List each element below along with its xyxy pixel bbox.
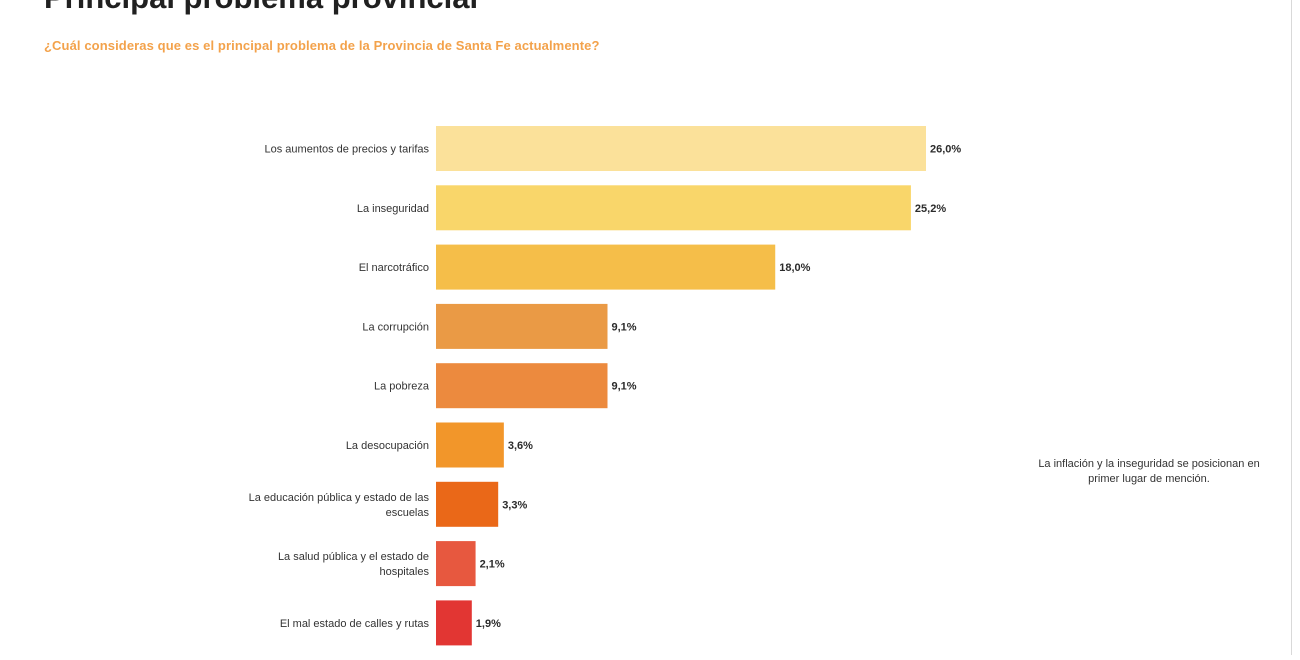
bar-9	[436, 600, 472, 646]
category-label-4: La corrupción	[362, 321, 429, 333]
category-label-6: La desocupación	[346, 440, 429, 452]
bar-8	[436, 541, 476, 587]
bar-5	[436, 363, 608, 409]
bar-2	[436, 185, 911, 231]
bar-value-label-7: 3,3%	[502, 499, 527, 511]
category-label-line: La corrupción	[362, 321, 429, 333]
bar-value-label-1: 26,0%	[930, 144, 961, 156]
category-label-line: La salud pública y el estado de	[278, 551, 429, 563]
bar-7	[436, 481, 499, 527]
bar-6	[436, 422, 504, 468]
category-label-7: La educación pública y estado de las escu…	[249, 492, 430, 519]
bar-value-label-4: 9,1%	[612, 321, 637, 333]
bar-value-label-6: 3,6%	[508, 440, 533, 452]
category-label-line: El mal estado de calles y rutas	[280, 618, 430, 630]
bar-value-label-3: 18,0%	[779, 262, 810, 274]
bar-1	[436, 126, 926, 171]
category-label-line: La desocupación	[346, 440, 429, 452]
category-label-2: La inseguridad	[357, 203, 429, 215]
bar-4	[436, 303, 608, 349]
page-edge-divider	[1291, 0, 1292, 655]
category-label-line: La inseguridad	[357, 203, 429, 215]
chart-subtitle: ¿Cuál consideras que es el principal pro…	[44, 38, 600, 53]
category-label-line: Los aumentos de precios y tarifas	[265, 144, 430, 156]
bar-value-label-8: 2,1%	[480, 559, 505, 571]
bar-value-label-5: 9,1%	[612, 381, 637, 393]
category-label-9: El mal estado de calles y rutas	[280, 618, 430, 630]
bar-value-label-2: 25,2%	[915, 203, 946, 215]
category-label-line: hospitales	[379, 566, 429, 578]
chart-note: La inflación y la inseguridad se posicio…	[1038, 458, 1260, 486]
category-label-5: La pobreza	[374, 381, 430, 393]
category-label-line: escuelas	[386, 507, 430, 519]
category-label-1: Los aumentos de precios y tarifas	[265, 144, 430, 156]
page-title: Principal problema provincial	[44, 0, 478, 13]
category-label-line: La educación pública y estado de las	[249, 492, 430, 504]
bar-value-label-9: 1,9%	[476, 618, 501, 630]
category-label-8: La salud pública y el estado de hospitale…	[278, 551, 430, 578]
category-label-line: El narcotráfico	[359, 262, 429, 274]
bar-3	[436, 244, 776, 290]
category-label-3: El narcotráfico	[359, 262, 429, 274]
category-label-line: La pobreza	[374, 381, 430, 393]
